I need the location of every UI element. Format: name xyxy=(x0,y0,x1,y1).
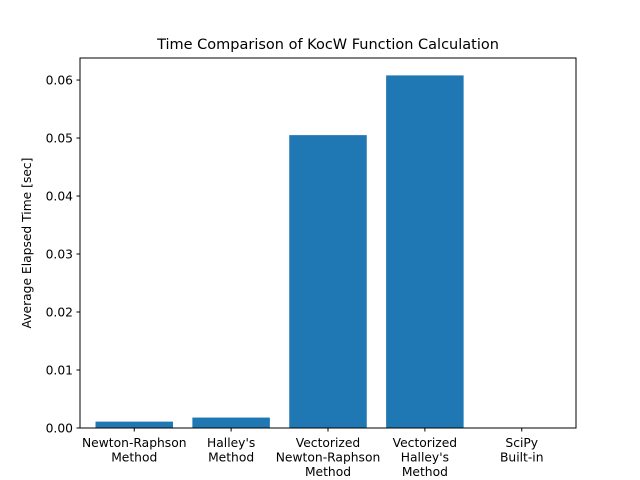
y-axis-label: Average Elapsed Time [sec] xyxy=(20,158,34,329)
bar xyxy=(386,75,464,428)
bar xyxy=(289,135,367,429)
bar xyxy=(95,421,173,428)
x-tick-label: Halley's Method xyxy=(207,436,255,465)
x-tick-label: Vectorized Halley's Method xyxy=(393,436,457,479)
bar xyxy=(192,417,270,428)
x-tick-label: Newton-Raphson Method xyxy=(82,436,187,465)
y-tick-label: 0.04 xyxy=(46,189,74,203)
plot-frame xyxy=(79,57,577,429)
y-axis-ticks: 0.00 0.01 0.02 0.03 0.04 0.05 0.06 xyxy=(46,73,80,435)
x-tick-label: SciPy Built-in xyxy=(500,436,544,465)
bars-group xyxy=(95,75,561,429)
y-tick-label: 0.06 xyxy=(46,73,74,87)
y-tick-label: 0.00 xyxy=(46,421,73,435)
y-tick-label: 0.01 xyxy=(46,363,73,377)
x-tick-label: Vectorized Newton-Raphson Method xyxy=(276,436,381,479)
y-tick-label: 0.02 xyxy=(46,305,73,319)
chart-title: Time Comparison of KocW Function Calcula… xyxy=(156,37,499,53)
y-tick-label: 0.05 xyxy=(46,131,73,145)
x-axis-ticks: Newton-Raphson Method Halley's Method Vector… xyxy=(82,428,544,479)
y-tick-label: 0.03 xyxy=(46,247,73,261)
